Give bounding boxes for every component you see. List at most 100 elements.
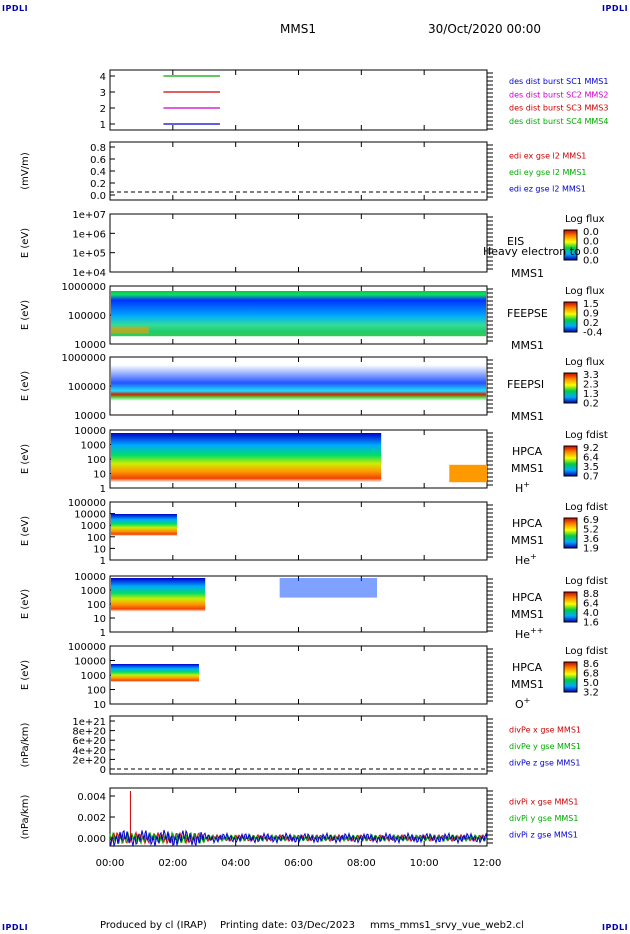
chart-title: MMS1 <box>280 22 316 36</box>
legend-entry: divPi y gse MMS1 <box>509 814 578 823</box>
hepp-spectrum <box>111 578 206 612</box>
y-tick-label: 10 <box>93 614 106 625</box>
panel-frame <box>109 141 488 201</box>
y-tick-label: 1e+07 <box>72 210 106 221</box>
panel-frame <box>109 715 488 775</box>
y-tick-label: 1000 <box>81 586 106 597</box>
y-tick-label: 8e+20 <box>72 727 106 738</box>
colorbar <box>563 372 578 404</box>
y-tick-label: 0.8 <box>90 143 106 154</box>
feepsi-spectrum <box>111 365 486 401</box>
colorbar-tick-label: 0.2 <box>583 399 599 410</box>
legend-entry: divPi z gse MMS1 <box>509 831 578 840</box>
colorbar-tick-label: 6.8 <box>583 669 599 680</box>
y-tick-label: 10000 <box>74 657 106 668</box>
y-tick-label: 1000 <box>81 521 106 532</box>
colorbar-tick-label: 3.3 <box>583 370 599 381</box>
overlay-text: Heavy electron to <box>483 245 581 258</box>
chart-date: 30/Oct/2020 00:00 <box>428 22 542 36</box>
x-tick-label: 08:00 <box>347 858 376 869</box>
panel-burst: 4 3 2 1 des dist burst SC1 MMS1 des dist burs… <box>100 69 608 131</box>
y-tick-label: 100 <box>87 686 106 697</box>
legend-entry: edi ex gse l2 MMS1 <box>509 151 586 160</box>
spacecraft-label: MMS1 <box>511 339 544 352</box>
y-tick-label: 1000 <box>81 441 106 452</box>
colorbar-title: Log fdist <box>565 502 608 513</box>
y-tick-label: 1000000 <box>61 353 106 364</box>
legend-entry: divPi x gse MMS1 <box>509 797 578 806</box>
corner-label-bottom-right: IPDLI <box>602 923 629 932</box>
y-tick-label: 1 <box>100 556 106 567</box>
colorbar-title: Log fdist <box>565 576 608 587</box>
x-tick-label: 00:00 <box>96 858 125 869</box>
y-tick-label: 0.000 <box>77 834 106 845</box>
y-axis-label: E (eV) <box>20 516 31 546</box>
y-tick-label: 100 <box>87 600 106 611</box>
legend-entry: divPe x gse MMS1 <box>509 725 581 734</box>
spacecraft-label: MMS1 <box>511 608 544 621</box>
colorbar <box>563 229 578 261</box>
legend-entry: divPe y gse MMS1 <box>509 742 581 751</box>
colorbar <box>563 591 578 623</box>
colorbar-title: Log flux <box>565 214 605 225</box>
y-axis-label: E (eV) <box>20 660 31 690</box>
species-label: He+ <box>515 552 537 567</box>
y-tick-label: 4 <box>100 72 106 83</box>
heplus-spectrum <box>111 514 177 536</box>
y-tick-label: 10000 <box>74 340 106 351</box>
y-tick-label: 1 <box>100 628 106 639</box>
panel-frame <box>109 213 488 273</box>
y-tick-label: 1 <box>100 120 106 131</box>
colorbar-tick-label: 0.0 <box>583 227 599 238</box>
y-tick-label: 1e+06 <box>72 229 106 240</box>
colorbar-tick-label: 0.2 <box>583 318 599 329</box>
colorbar-title: Log flux <box>565 286 605 297</box>
colorbar-tick-label: 6.9 <box>583 515 599 526</box>
y-tick-label: 100 <box>87 533 106 544</box>
colorbar <box>563 517 578 549</box>
colorbar-title: Log fdist <box>565 430 608 441</box>
instrument-label: HPCA <box>512 517 543 530</box>
y-tick-label: 6e+20 <box>72 736 106 747</box>
y-tick-label: 10000 <box>74 572 106 583</box>
instrument-label: HPCA <box>512 591 543 604</box>
y-tick-label: 0 <box>100 765 106 776</box>
y-axis-label: E (eV) <box>20 444 31 474</box>
y-tick-label: 10 <box>93 700 106 711</box>
y-tick-label: 10000 <box>74 510 106 521</box>
spacecraft-label: MMS1 <box>511 462 544 475</box>
y-axis-label: (nPa/km) <box>20 723 31 768</box>
y-tick-label: 3 <box>100 88 106 99</box>
colorbar-tick-label: 9.2 <box>583 443 599 454</box>
colorbar-tick-label: 0.0 <box>583 246 599 257</box>
colorbar-tick-label: 1.6 <box>583 618 599 629</box>
x-tick-label: 02:00 <box>158 858 187 869</box>
feepse-spectrum <box>111 291 486 337</box>
y-tick-label: 0.6 <box>90 155 106 166</box>
colorbar-tick-label: -0.4 <box>583 328 603 339</box>
colorbar-tick-label: 5.0 <box>583 678 599 689</box>
x-tick-label: 12:00 <box>473 858 502 869</box>
y-tick-label: 1e+04 <box>72 268 106 279</box>
y-tick-label: 10000 <box>74 426 106 437</box>
legend-entry: des dist burst SC3 MMS3 <box>509 104 608 113</box>
y-tick-label: 10000 <box>74 411 106 422</box>
colorbar-tick-label: 3.5 <box>583 462 599 473</box>
instrument-label: FEEPSI <box>507 378 544 391</box>
legend-entry: edi ey gse l2 MMS1 <box>509 168 587 177</box>
panel-feepsi: E (eV) 1000000 100000 10000 Log flux 3.32.31.… <box>20 353 605 423</box>
colorbar-tick-label: 4.0 <box>583 608 599 619</box>
y-tick-label: 100 <box>87 455 106 466</box>
feepse-hot-patch <box>111 326 149 334</box>
oplus-spectrum <box>111 664 199 682</box>
y-tick-label: 10 <box>93 544 106 555</box>
species-label: He++ <box>515 626 543 641</box>
x-tick-label: 04:00 <box>221 858 250 869</box>
colorbar <box>563 661 578 693</box>
spacecraft-label: MMS1 <box>511 534 544 547</box>
spacecraft-label: MMS1 <box>511 678 544 691</box>
x-tick-label: 06:00 <box>284 858 313 869</box>
